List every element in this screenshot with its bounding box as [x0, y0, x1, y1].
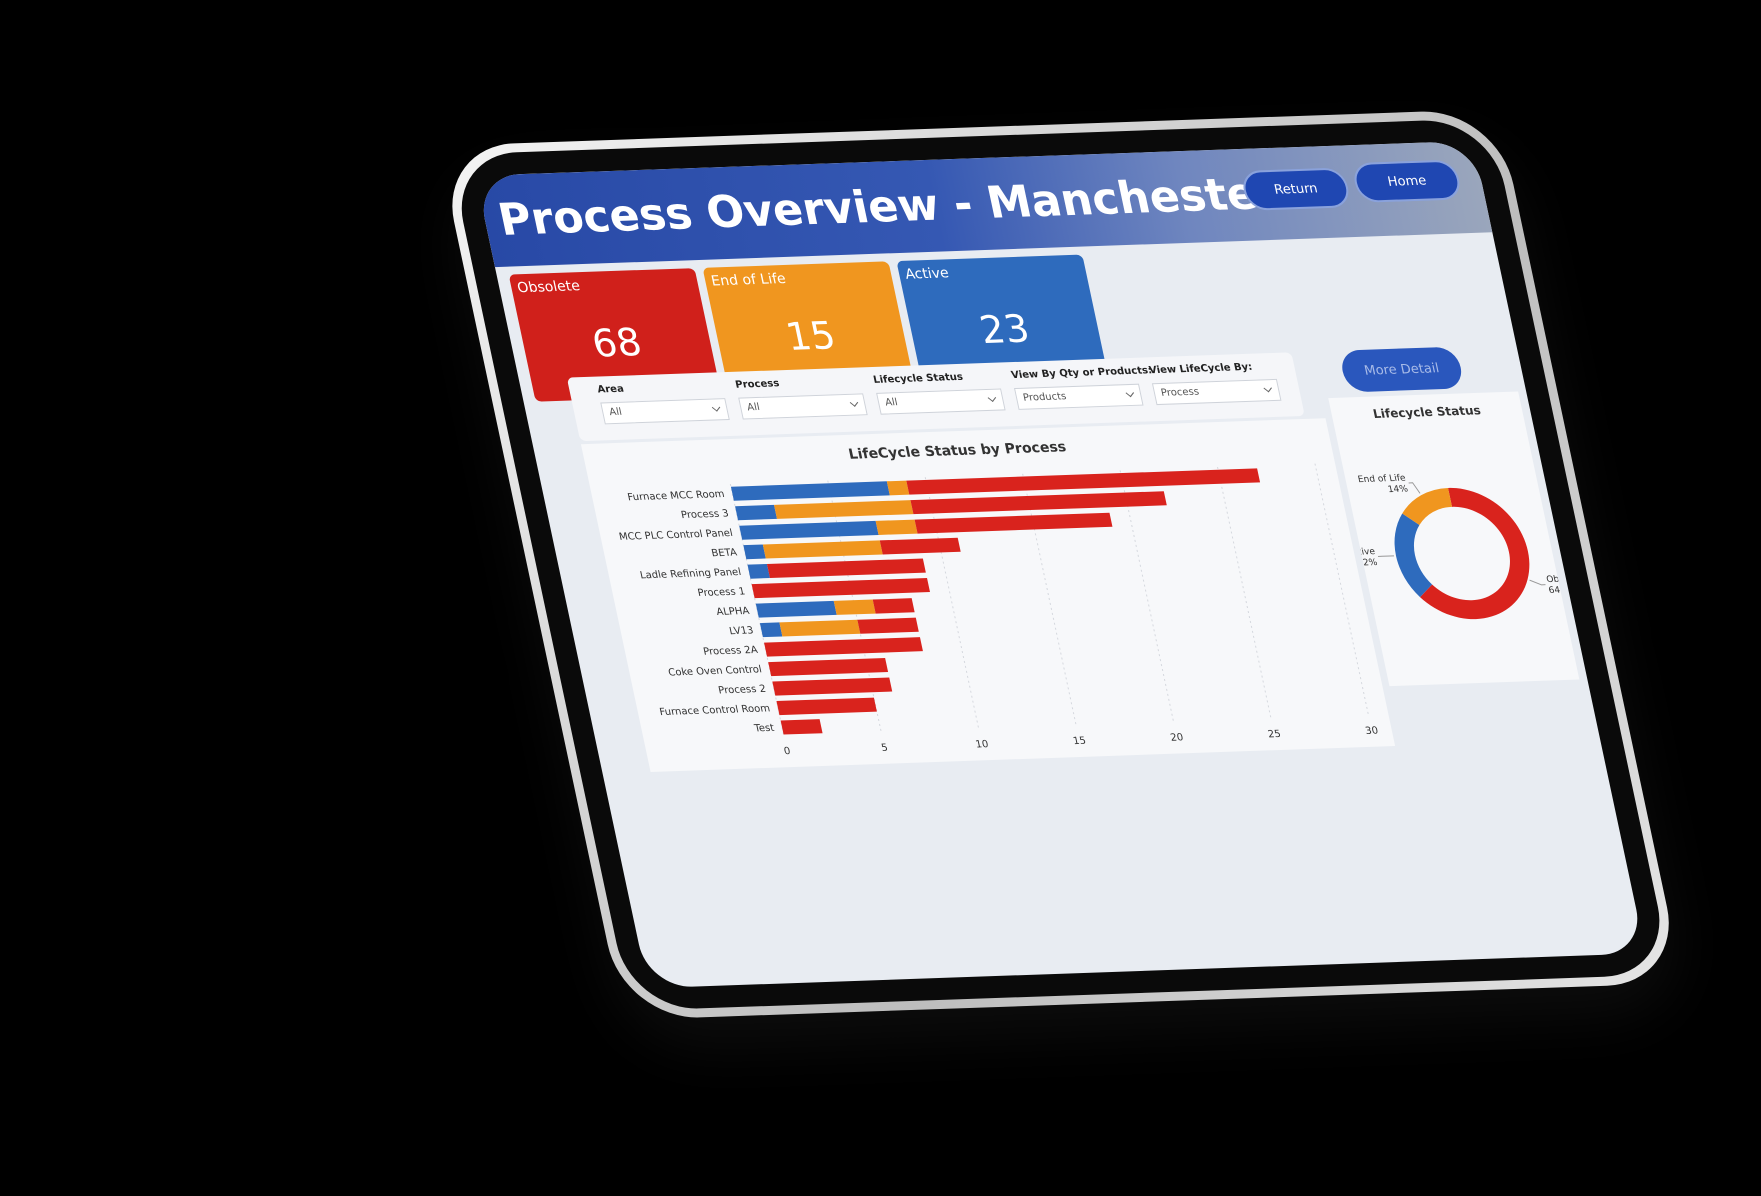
donut-slice — [1402, 487, 1453, 526]
bar-segment — [751, 578, 930, 599]
y-tick-label: BETA — [710, 548, 738, 560]
bar-segment — [759, 622, 783, 638]
bar-segment — [772, 677, 893, 696]
bar-segment — [779, 619, 861, 637]
bar-chart: LifeCycle Status by Process 0 5 10 15 20 25 30 F… — [618, 439, 1379, 757]
bar-segment — [872, 598, 915, 614]
bar-segment — [906, 468, 1261, 495]
x-tick-label: 30 — [1364, 726, 1379, 737]
bar-segment — [774, 500, 914, 519]
chart-title: LifeCycle Status by Process — [847, 439, 1068, 462]
page-title: Process Overview - Manchester — [493, 167, 1284, 246]
y-tick-label: Test — [752, 723, 775, 735]
bar-segment — [857, 617, 919, 634]
bar-segment — [735, 504, 778, 521]
kpi-value: 15 — [781, 313, 840, 359]
bar-segment — [914, 512, 1113, 534]
kpi-label: Active — [903, 265, 951, 283]
filter-dropdown[interactable]: Products — [1013, 383, 1144, 410]
y-tick-label: LV13 — [728, 625, 754, 637]
slice-label: Obsolete — [1545, 574, 1579, 585]
tablet-bezel: Process Overview - Manchester Return Hom… — [448, 118, 1673, 1011]
slice-value-label: 14% — [1387, 485, 1409, 496]
filter: View LifeCycle By: Process — [1148, 361, 1282, 406]
header: Process Overview - Manchester Return Hom… — [475, 140, 1493, 268]
bar-segment — [776, 697, 877, 716]
x-tick-label: 25 — [1267, 729, 1282, 740]
kpi-value: 23 — [975, 306, 1034, 353]
bar-segment — [879, 537, 961, 555]
bar-segment — [766, 558, 926, 579]
bar-segment — [762, 540, 883, 559]
y-tick-label: Furnace Control Room — [659, 703, 772, 718]
x-tick-label: 0 — [783, 746, 792, 757]
bar-segment — [833, 599, 876, 615]
y-tick-label: Furnace MCC Room — [627, 489, 726, 503]
grid-line — [924, 477, 980, 731]
kpi-label: End of Life — [709, 271, 788, 290]
slice-label: End of Life — [1357, 474, 1407, 486]
home-button[interactable]: Home — [1350, 159, 1464, 203]
filter-dropdown[interactable]: All — [600, 398, 730, 425]
filter: Area All — [596, 380, 730, 425]
bar-segment — [739, 520, 879, 540]
y-tick-label: Coke Oven Control — [667, 664, 763, 678]
bar-chart-panel: LifeCycle Status by Process 0 5 10 15 20 25 30 F… — [580, 418, 1396, 772]
slice-value-label: 64% — [1548, 585, 1570, 596]
y-tick-label: Ladle Refining Panel — [639, 567, 742, 581]
filter-dropdown[interactable]: All — [738, 393, 868, 420]
x-tick-label: 15 — [1072, 736, 1087, 747]
x-tick-label: 10 — [975, 739, 990, 750]
filter: Process All — [734, 375, 868, 420]
bar-segment — [886, 480, 910, 496]
grid-line — [1217, 466, 1272, 721]
x-tick-label: 20 — [1169, 732, 1184, 743]
slice-value-label: 22% — [1356, 558, 1378, 569]
bar-segment — [743, 544, 766, 560]
filter: Lifecycle Status All — [872, 371, 1006, 415]
y-tick-label: ALPHA — [715, 606, 750, 618]
leader-line — [1408, 482, 1421, 494]
bar-segment — [768, 657, 889, 677]
donut-slice — [1420, 487, 1530, 620]
x-tick-label: 5 — [880, 743, 889, 754]
bar-segment — [910, 491, 1167, 515]
y-tick-label: Process 3 — [680, 509, 730, 521]
filter-dropdown[interactable]: Process — [1151, 378, 1282, 406]
slice-label: Active — [1346, 547, 1376, 558]
chart-title: Lifecycle Status — [1372, 403, 1482, 421]
leader-line — [1529, 579, 1546, 586]
bar-segment — [875, 519, 918, 535]
grid-line — [1119, 470, 1175, 724]
grid-line — [1022, 473, 1077, 728]
donut-slice — [1394, 513, 1433, 598]
kpi-label: Obsolete — [515, 278, 582, 297]
filter: View By Qty or Products: Products — [1010, 365, 1153, 410]
bar-segment — [764, 637, 923, 657]
bar-segment — [730, 481, 890, 501]
bar-segment — [755, 600, 837, 618]
dashboard-screen: Process Overview - Manchester Return Hom… — [475, 140, 1646, 989]
kpi-value: 68 — [587, 320, 646, 366]
leader-line — [1377, 555, 1395, 557]
y-tick-label: Process 1 — [697, 587, 747, 599]
y-tick-label: Process 2A — [702, 645, 759, 658]
bar-segment — [747, 563, 770, 579]
y-tick-label: MCC PLC Control Panel — [618, 528, 734, 543]
y-tick-label: Process 2 — [717, 684, 767, 696]
tablet-frame: Process Overview - Manchester Return Hom… — [438, 109, 1684, 1021]
return-button[interactable]: Return — [1239, 167, 1353, 211]
more-detail-button[interactable]: More Detail — [1338, 346, 1466, 393]
bar-segment — [780, 719, 823, 735]
filter-dropdown[interactable]: All — [876, 388, 1006, 415]
